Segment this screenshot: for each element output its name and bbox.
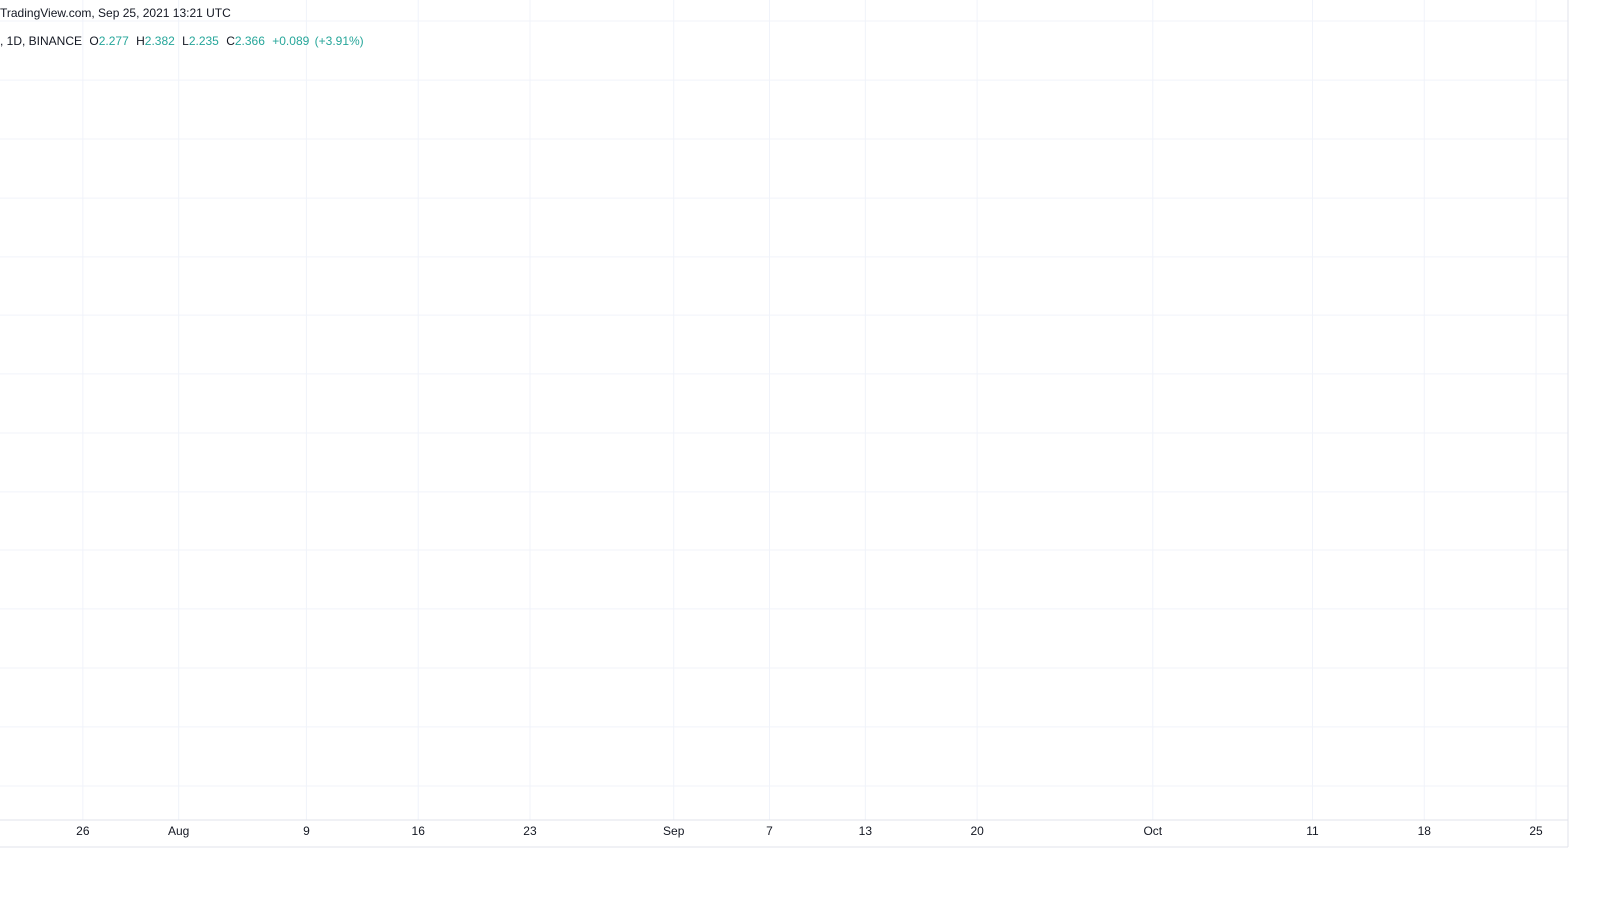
ohlc-value: 2.382 xyxy=(145,34,175,48)
x-tick-label: 23 xyxy=(523,824,537,838)
x-tick-label: 18 xyxy=(1418,824,1432,838)
x-axis: 26 Aug 9 16 23 Sep 7 13 20 Oct 11 18 25 xyxy=(76,824,1543,838)
x-tick-label: 9 xyxy=(303,824,310,838)
ohlc-label: H xyxy=(136,34,145,48)
x-tick-label: 11 xyxy=(1306,824,1319,838)
ohlc-label: C xyxy=(226,34,235,48)
x-tick-label: Sep xyxy=(663,824,685,838)
ohlc-label: O xyxy=(89,34,98,48)
x-tick-label: 26 xyxy=(76,824,90,838)
change-percent: (+3.91%) xyxy=(315,34,364,48)
ohlc-value: 2.235 xyxy=(189,34,219,48)
x-tick-label: 20 xyxy=(970,824,984,838)
x-tick-label: 16 xyxy=(412,824,426,838)
grid xyxy=(0,0,1568,820)
ohlc-value: 2.277 xyxy=(99,34,129,48)
x-tick-label: Oct xyxy=(1143,824,1162,838)
x-tick-label: 25 xyxy=(1529,824,1543,838)
ohlc-value: 2.366 xyxy=(235,34,265,48)
change: +0.089 xyxy=(272,34,309,48)
x-tick-label: 13 xyxy=(859,824,873,838)
source-line: TradingView.com, Sep 25, 2021 13:21 UTC xyxy=(0,6,231,20)
legend-line: , 1D, BINANCE O2.277 H2.382 L2.235 C2.36… xyxy=(0,34,364,48)
x-tick-label: 7 xyxy=(766,824,773,838)
symbol: , 1D, BINANCE xyxy=(0,34,82,48)
x-tick-label: Aug xyxy=(168,824,189,838)
ohlc-label: L xyxy=(182,34,189,48)
